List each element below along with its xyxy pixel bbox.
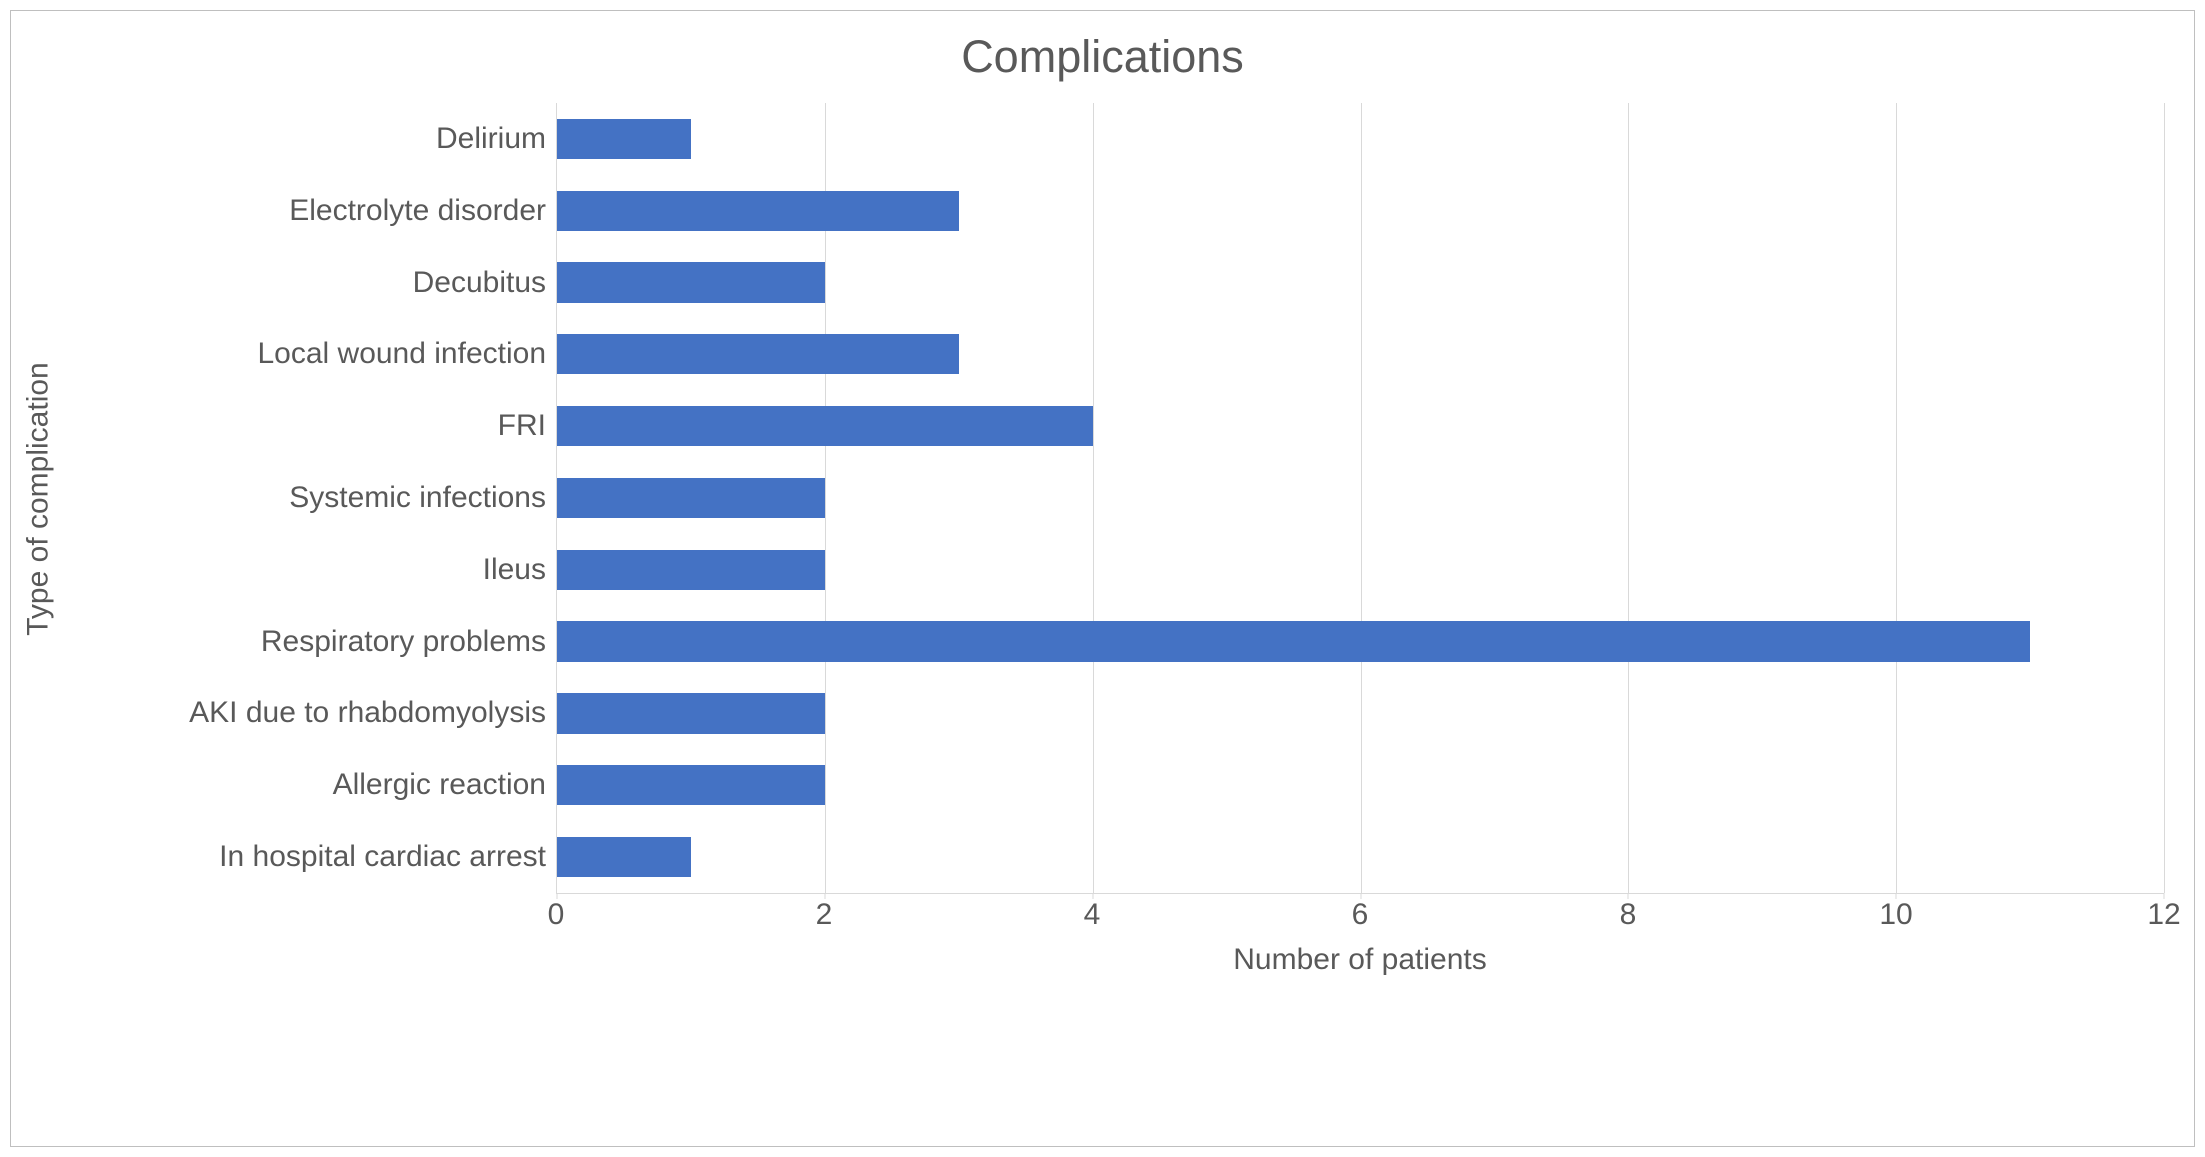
y-tick-label: AKI due to rhabdomyolysis xyxy=(66,698,546,728)
x-tick-label: 10 xyxy=(1879,898,1912,932)
y-tick-label: Delirium xyxy=(66,124,546,154)
bar-slot xyxy=(557,550,2164,590)
x-title-spacer xyxy=(11,939,556,991)
bar xyxy=(557,550,825,590)
bar xyxy=(557,119,691,159)
chart-title: Complications xyxy=(11,11,2194,103)
y-axis-tick-labels: Delirium Electrolyte disorder Decubitus Loc… xyxy=(66,103,556,893)
bar xyxy=(557,693,825,733)
bar xyxy=(557,621,2030,661)
x-axis-tick-labels: 024681012 xyxy=(556,894,2164,939)
bar-slot xyxy=(557,693,2164,733)
x-tick-label: 8 xyxy=(1620,898,1637,932)
bar xyxy=(557,262,825,302)
x-tick-label: 12 xyxy=(2147,898,2180,932)
y-tick-label: Electrolyte disorder xyxy=(66,196,546,226)
bar-slot xyxy=(557,262,2164,302)
bar xyxy=(557,334,959,374)
bar-slot xyxy=(557,406,2164,446)
bar-slot xyxy=(557,334,2164,374)
bars-container xyxy=(557,103,2164,893)
bar-slot xyxy=(557,765,2164,805)
bar-slot xyxy=(557,191,2164,231)
bar-slot xyxy=(557,478,2164,518)
y-tick-label: In hospital cardiac arrest xyxy=(66,842,546,872)
x-tick-label: 6 xyxy=(1352,898,1369,932)
y-tick-label: Respiratory problems xyxy=(66,627,546,657)
x-axis-spacer xyxy=(11,894,556,939)
bar xyxy=(557,765,825,805)
y-axis-title: Type of complication xyxy=(22,362,56,635)
y-tick-label: Local wound infection xyxy=(66,339,546,369)
x-tick-label: 0 xyxy=(548,898,565,932)
x-tick-label: 2 xyxy=(816,898,833,932)
x-tick-label: 4 xyxy=(1084,898,1101,932)
bar xyxy=(557,478,825,518)
y-axis-title-wrap: Type of complication xyxy=(11,103,66,894)
y-tick-label: Systemic infections xyxy=(66,483,546,513)
y-tick-label: Ileus xyxy=(66,555,546,585)
bar-slot xyxy=(557,837,2164,877)
y-tick-label: Decubitus xyxy=(66,268,546,298)
bar-slot xyxy=(557,621,2164,661)
bar xyxy=(557,406,1093,446)
plot-area xyxy=(556,103,2164,894)
bar-slot xyxy=(557,119,2164,159)
x-axis-title: Number of patients xyxy=(556,943,2164,991)
gridline xyxy=(2164,103,2165,893)
y-tick-label: FRI xyxy=(66,411,546,441)
chart-frame: Complications Type of complication Delir… xyxy=(10,10,2195,1147)
bar xyxy=(557,837,691,877)
y-tick-label: Allergic reaction xyxy=(66,770,546,800)
bar xyxy=(557,191,959,231)
